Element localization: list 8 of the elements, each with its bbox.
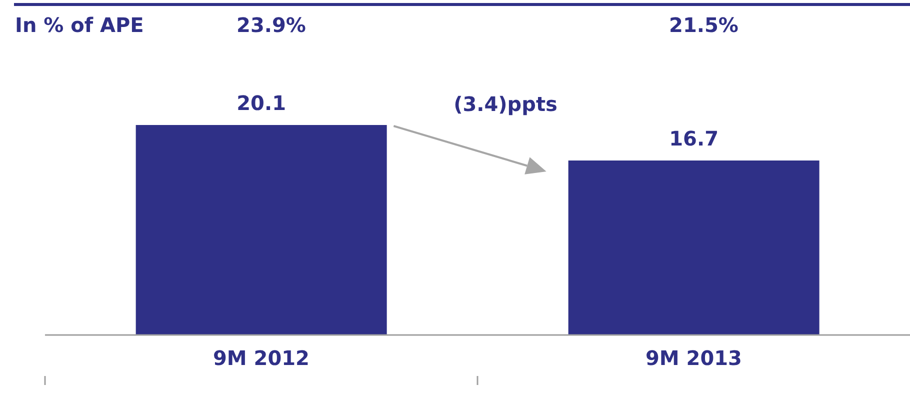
x-tick-label: 9M 2013	[646, 346, 742, 370]
text: 21.5%	[669, 13, 738, 37]
data-label: 20.1	[236, 91, 286, 115]
text: In % of APE	[15, 13, 144, 37]
data-label: 16.7	[669, 126, 719, 151]
text: 23.9%	[236, 13, 306, 37]
text: (3.4)ppts	[454, 92, 558, 116]
x-tick-label: 9M 2012	[213, 346, 310, 370]
